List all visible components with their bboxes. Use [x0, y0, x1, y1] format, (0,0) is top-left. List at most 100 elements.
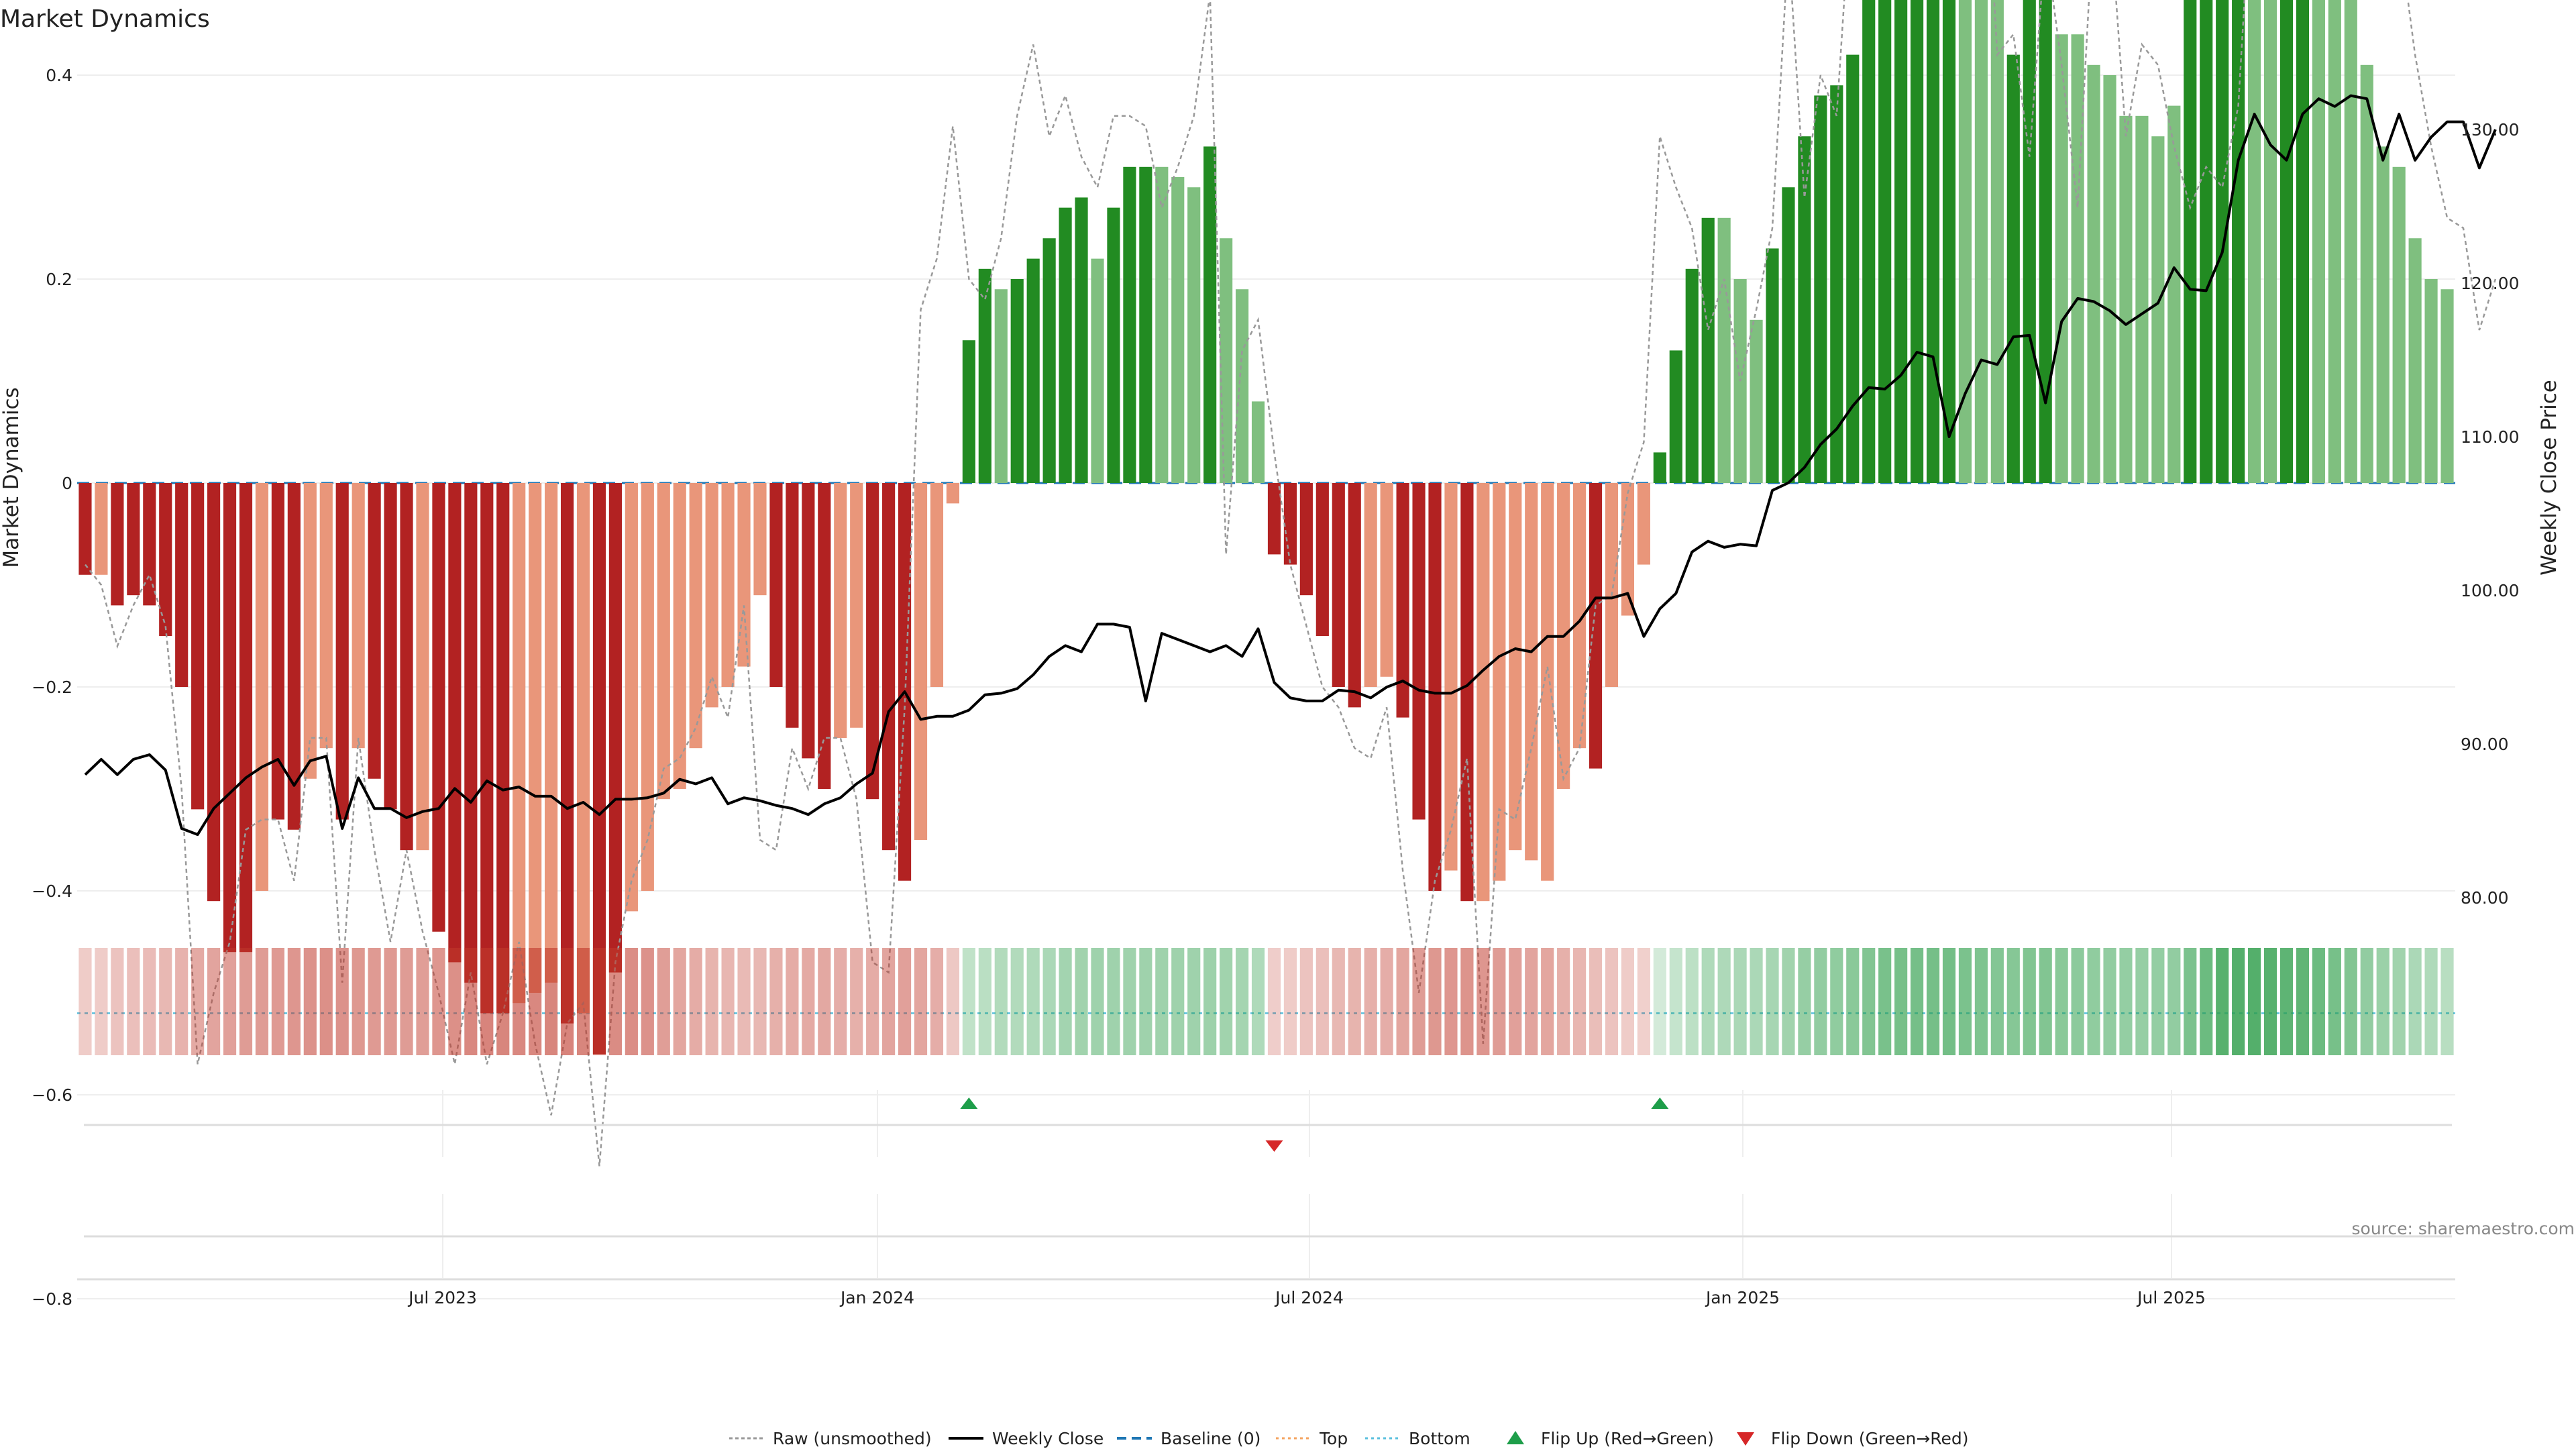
- strip-cell-60: [1042, 948, 1056, 1055]
- bar-84: [1428, 483, 1442, 891]
- strip-cell-41: [737, 948, 751, 1055]
- strip-cell-139: [2312, 948, 2325, 1055]
- strip-cell-87: [1477, 948, 1490, 1055]
- bar-131: [2184, 0, 2197, 483]
- bar-104: [1750, 319, 1763, 483]
- strip-cell-55: [962, 948, 975, 1055]
- bar-35: [641, 483, 654, 891]
- bar-66: [1139, 166, 1152, 484]
- bar-38: [689, 483, 702, 749]
- strip-cell-17: [352, 948, 365, 1055]
- bar-121: [2023, 0, 2036, 483]
- bar-50: [882, 483, 896, 851]
- bar-60: [1042, 238, 1056, 483]
- bar-31: [576, 483, 590, 1014]
- bar-102: [1717, 217, 1731, 483]
- strip-cell-88: [1493, 948, 1506, 1055]
- bar-24: [464, 483, 478, 983]
- bar-137: [2279, 0, 2294, 483]
- bar-107: [1798, 136, 1811, 483]
- strip-cell-99: [1669, 948, 1682, 1055]
- strip-cell-30: [560, 948, 574, 1055]
- dynamics-bars: [78, 0, 2454, 1055]
- bar-101: [1701, 217, 1715, 483]
- strip-cell-25: [480, 948, 494, 1055]
- strip-cell-33: [608, 948, 622, 1055]
- strip-cell-58: [1010, 948, 1024, 1055]
- bar-13: [287, 483, 301, 830]
- left-tick-label: −0.2: [32, 678, 72, 697]
- strip-cell-36: [657, 948, 670, 1055]
- bar-63: [1091, 258, 1104, 483]
- strip-cell-114: [1911, 948, 1924, 1055]
- strip-cell-4: [143, 948, 156, 1055]
- right-tick-label: 80.00: [2461, 888, 2509, 908]
- bar-33: [608, 483, 622, 973]
- strip-cell-68: [1171, 948, 1185, 1055]
- strip-cell-136: [2263, 948, 2277, 1055]
- strip-cell-12: [271, 948, 284, 1055]
- strip-cell-97: [1637, 948, 1650, 1055]
- bar-64: [1107, 207, 1120, 483]
- strip-cell-70: [1203, 948, 1217, 1055]
- bar-15: [319, 483, 333, 749]
- bar-51: [898, 483, 912, 881]
- bar-75: [1283, 483, 1297, 565]
- bar-135: [2248, 0, 2261, 483]
- bar-128: [2135, 115, 2149, 484]
- bar-49: [866, 483, 879, 800]
- strip-cell-57: [994, 948, 1008, 1055]
- legend-label: Raw (unsmoothed): [773, 1429, 932, 1448]
- strip-cell-125: [2087, 948, 2100, 1055]
- bar-99: [1669, 350, 1682, 483]
- left-y-axis: 0.80.60.40.20−0.2−0.4−0.6−0.8: [32, 66, 72, 1309]
- bar-146: [2424, 279, 2438, 483]
- bar-122: [2039, 0, 2052, 483]
- right-tick-label: 90.00: [2461, 735, 2509, 754]
- bar-29: [545, 483, 558, 983]
- bar-106: [1782, 187, 1795, 483]
- bar-82: [1396, 483, 1409, 718]
- strip-cell-64: [1107, 948, 1120, 1055]
- strip-cell-59: [1026, 948, 1040, 1055]
- bar-83: [1412, 483, 1426, 820]
- bar-74: [1267, 483, 1281, 555]
- flip-up-marker-0: [960, 1097, 978, 1109]
- left-axis-label: Market Dynamics: [0, 387, 23, 568]
- strip-cell-62: [1075, 948, 1088, 1055]
- bar-69: [1187, 187, 1201, 483]
- bar-12: [271, 483, 284, 820]
- bar-140: [2328, 0, 2341, 483]
- legend: Raw (unsmoothed) Weekly Close Baseline (0)…: [729, 1429, 1969, 1448]
- bar-68: [1171, 177, 1185, 483]
- strip-cell-92: [1557, 948, 1570, 1055]
- strip-cell-5: [159, 948, 172, 1055]
- right-tick-label: 100.00: [2461, 581, 2519, 600]
- strip-cell-72: [1235, 948, 1249, 1055]
- strip-cell-9: [223, 948, 237, 1055]
- bar-7: [191, 483, 205, 810]
- strip-cell-104: [1750, 948, 1763, 1055]
- bar-113: [1894, 0, 1908, 483]
- bar-43: [769, 483, 783, 687]
- strip-cell-52: [914, 948, 928, 1055]
- strip-cell-103: [1733, 948, 1747, 1055]
- bar-0: [78, 483, 92, 575]
- x-tick-label: Jan 2025: [1705, 1288, 1780, 1307]
- strip-cell-18: [368, 948, 381, 1055]
- bar-123: [2055, 34, 2068, 483]
- strip-cell-111: [1862, 948, 1876, 1055]
- strip-cell-86: [1460, 948, 1474, 1055]
- strip-cell-48: [850, 948, 863, 1055]
- strip-cell-73: [1251, 948, 1265, 1055]
- strip-cell-7: [191, 948, 205, 1055]
- strip-cell-2: [111, 948, 124, 1055]
- x-tick-label: Jul 2024: [1274, 1288, 1344, 1307]
- legend-label: Flip Up (Red→Green): [1541, 1429, 1714, 1448]
- strip-cell-124: [2071, 948, 2084, 1055]
- bar-81: [1380, 483, 1393, 677]
- weekly-close-series: [84, 94, 2497, 837]
- strip-cell-145: [2408, 948, 2422, 1055]
- bar-70: [1203, 146, 1217, 483]
- bar-143: [2376, 146, 2390, 483]
